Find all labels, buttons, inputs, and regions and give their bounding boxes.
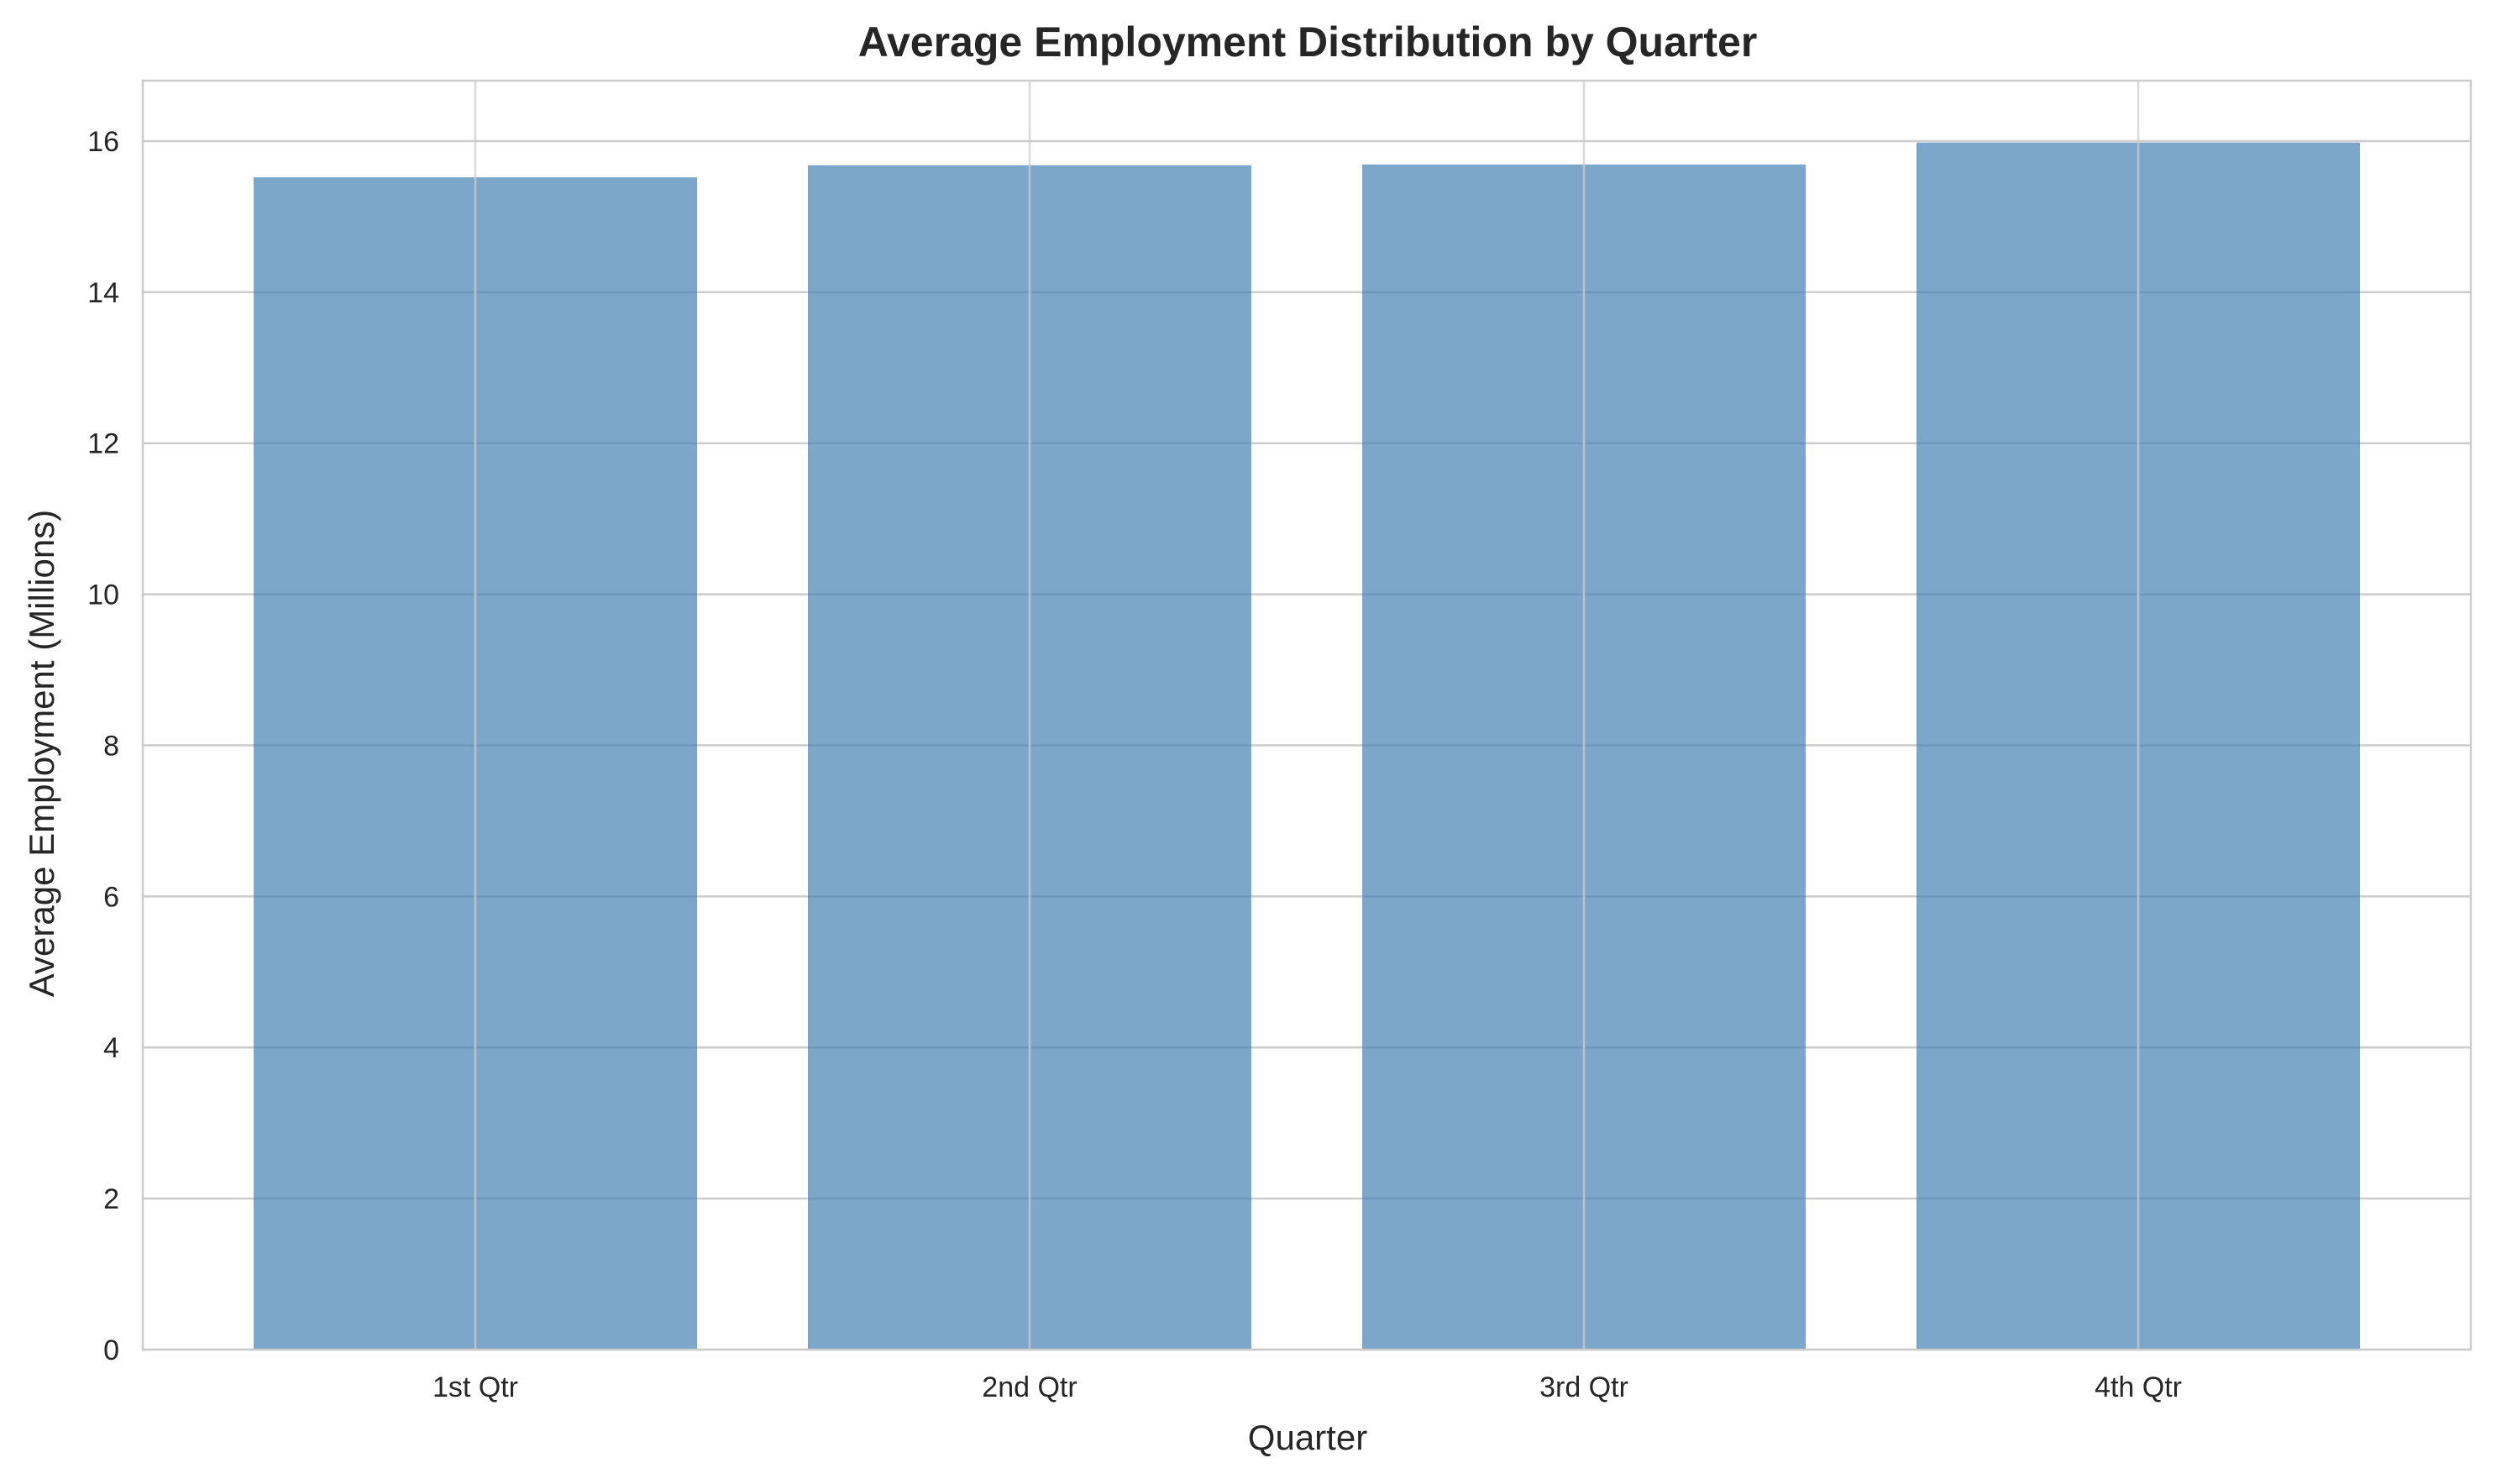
- y-axis-label: Average Employment (Millions): [22, 510, 61, 997]
- y-tick-label: 4: [103, 1032, 119, 1064]
- y-tick-label: 16: [87, 126, 119, 158]
- x-tick-label: 3rd Qtr: [1539, 1371, 1628, 1403]
- plot-frame: [141, 79, 2472, 1351]
- chart-title: Average Employment Distribution by Quart…: [858, 18, 1758, 66]
- x-axis-label: Quarter: [1248, 1418, 1367, 1457]
- y-tick-labels: 0 2 4 6 8 10 12 14 16: [87, 126, 119, 1366]
- y-tick-label: 8: [103, 730, 119, 762]
- y-tick-label: 10: [87, 579, 119, 611]
- y-tick-label: 12: [87, 428, 119, 460]
- x-tick-labels: 1st Qtr 2nd Qtr 3rd Qtr 4th Qtr: [433, 1371, 2182, 1403]
- y-tick-label: 2: [103, 1183, 119, 1215]
- y-tick-label: 6: [103, 881, 119, 913]
- x-tick-label: 4th Qtr: [2095, 1371, 2182, 1403]
- x-tick-label: 2nd Qtr: [982, 1371, 1077, 1403]
- x-tick-label: 1st Qtr: [433, 1371, 518, 1403]
- y-tick-label: 14: [87, 277, 119, 309]
- x-grid-layer: [474, 81, 2140, 1350]
- y-tick-label: 0: [103, 1335, 119, 1366]
